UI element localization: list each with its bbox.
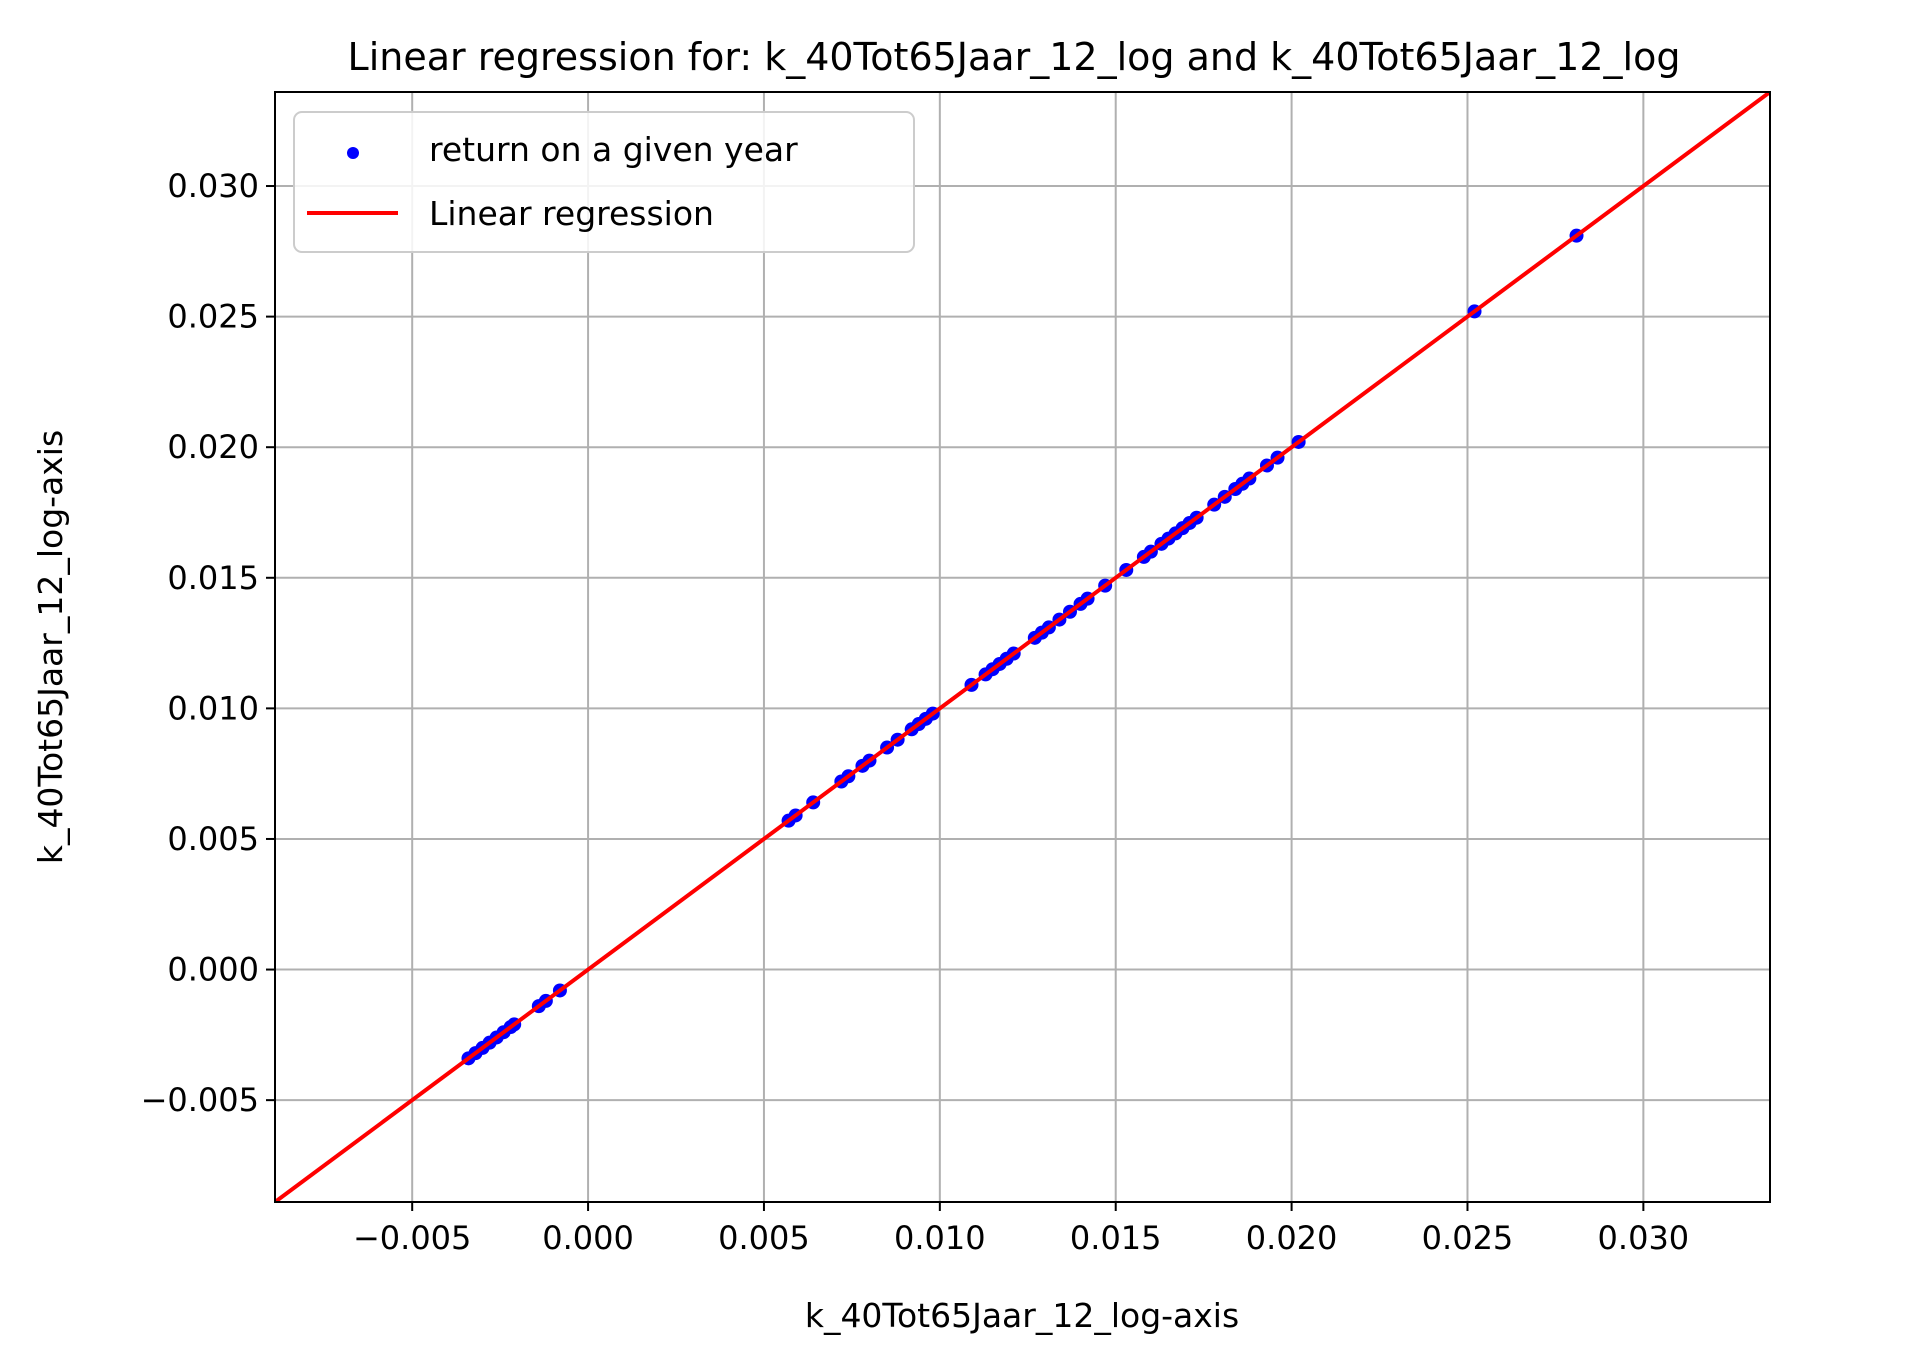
y-tick-label: −0.005	[141, 1081, 259, 1119]
y-tick-label: 0.015	[167, 559, 259, 597]
y-axis-label: k_40Tot65Jaar_12_log-axis	[31, 430, 70, 864]
y-axis-ticks: −0.005 0.000 0.005 0.010 0.015 0.020 0.025 0.03…	[141, 167, 275, 1119]
x-tick-label: 0.010	[894, 1219, 986, 1257]
legend-box	[293, 111, 915, 253]
legend-scatter-marker	[347, 147, 359, 159]
x-tick-label: 0.020	[1246, 1219, 1338, 1257]
plot-frame	[274, 91, 1771, 1203]
x-tick-label: 0.015	[1070, 1219, 1162, 1257]
grid	[275, 92, 1770, 1202]
legend: return on a given year Linear regression	[293, 111, 915, 253]
y-tick-label: 0.020	[167, 428, 259, 466]
y-tick-label: 0.025	[167, 298, 259, 336]
x-tick-label: −0.005	[353, 1219, 471, 1257]
legend-label-line: Linear regression	[429, 194, 714, 233]
x-tick-label: 0.000	[542, 1219, 634, 1257]
x-axis-label: k_40Tot65Jaar_12_log-axis	[805, 1296, 1239, 1335]
x-tick-label: 0.025	[1422, 1219, 1514, 1257]
y-tick-label: 0.000	[167, 951, 259, 989]
regression-line	[275, 92, 1770, 1202]
y-tick-label: 0.010	[167, 689, 259, 727]
legend-label-scatter: return on a given year	[429, 130, 798, 169]
regression-layer	[275, 92, 1770, 1202]
x-axis-ticks: −0.005 0.000 0.005 0.010 0.015 0.020 0.025 0.03…	[353, 1202, 1689, 1257]
y-tick-label: 0.005	[167, 820, 259, 858]
x-tick-label: 0.005	[718, 1219, 810, 1257]
chart-title: Linear regression for: k_40Tot65Jaar_12_…	[348, 35, 1681, 79]
x-tick-label: 0.030	[1598, 1219, 1690, 1257]
y-tick-label: 0.030	[167, 167, 259, 205]
